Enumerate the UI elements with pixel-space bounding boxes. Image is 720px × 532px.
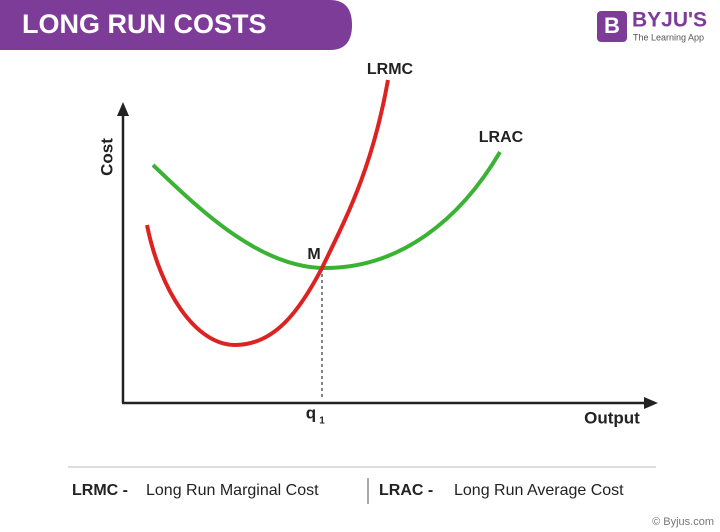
lrmc-label: LRMC [367, 61, 414, 78]
x-axis-label: Output [584, 408, 640, 427]
lrmc-curve [145, 79, 390, 348]
logo-name: BYJU'S [632, 9, 707, 32]
header-title: LONG RUN COSTS [22, 9, 267, 39]
header-banner [0, 0, 352, 50]
y-axis-arrow [117, 102, 129, 116]
logo-tagline: The Learning App [633, 32, 704, 42]
quantity-label: q [306, 403, 316, 422]
lrac-curve [151, 150, 502, 271]
lrac-label: LRAC [479, 129, 524, 146]
legend-text: Long Run Average Cost [454, 482, 624, 499]
legend-text: Long Run Marginal Cost [146, 482, 319, 499]
quantity-subscript: 1 [319, 416, 325, 427]
point-label: M [307, 246, 320, 263]
logo-icon-letter: B [604, 13, 620, 38]
legend-abbr: LRMC - [72, 482, 128, 499]
footer-credit: © Byjus.com [652, 516, 714, 528]
x-axis-arrow [644, 397, 658, 409]
logo-icon [597, 11, 627, 42]
legend-abbr: LRAC - [379, 482, 433, 499]
y-axis-label: Cost [97, 138, 116, 176]
